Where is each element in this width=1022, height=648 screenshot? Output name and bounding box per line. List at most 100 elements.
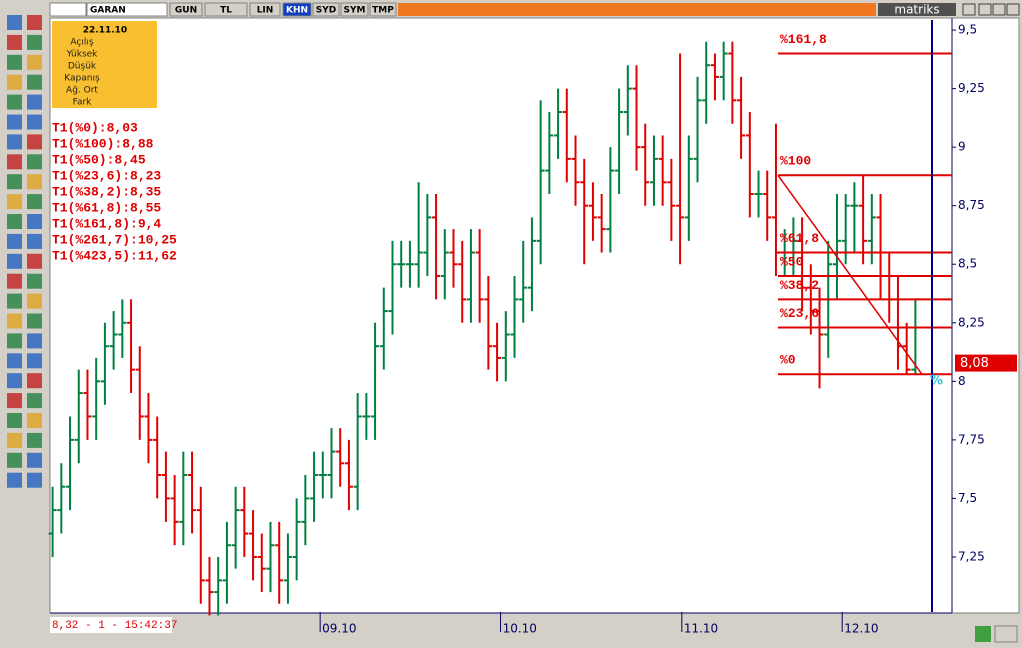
tool-button[interactable]: [27, 472, 42, 488]
tool-button[interactable]: [27, 34, 42, 50]
tool-button[interactable]: [27, 393, 42, 409]
toolbar-fill: [398, 3, 876, 16]
toolbar-button-label: SYD: [316, 6, 336, 16]
tool-button[interactable]: [7, 154, 22, 170]
toolbar-button[interactable]: [249, 2, 281, 17]
tool-button[interactable]: [7, 74, 22, 90]
fib-label: %0: [780, 353, 796, 368]
tool-button[interactable]: [27, 15, 42, 30]
tool-button[interactable]: [7, 393, 22, 409]
tool-button[interactable]: [7, 373, 22, 389]
toolbar-button[interactable]: [340, 2, 369, 17]
info-field: Kapanış: [64, 74, 100, 84]
logo-bg: [878, 3, 956, 16]
status-box: [50, 617, 172, 633]
tool-button[interactable]: [7, 134, 22, 150]
tool-button[interactable]: [27, 273, 42, 289]
tool-button[interactable]: [7, 293, 22, 309]
fib-list-item: T1(%50):8,45: [52, 152, 146, 167]
fib-label: %161,8: [780, 32, 827, 47]
symbol-icon[interactable]: [49, 2, 87, 17]
tool-button[interactable]: [7, 273, 22, 289]
fib-list-item: T1(%161,8):9,4: [52, 216, 161, 231]
tool-button[interactable]: [27, 174, 42, 190]
tool-button[interactable]: [7, 34, 22, 50]
tool-button[interactable]: [27, 413, 42, 428]
y-tick-label: 9: [958, 140, 966, 154]
tool-button[interactable]: [7, 333, 22, 349]
fib-label: %23,6: [780, 306, 819, 321]
tool-button[interactable]: [7, 54, 22, 70]
tool-button[interactable]: [27, 154, 42, 170]
info-field: Açılış: [70, 38, 93, 48]
toolbar-button-label: KHN: [286, 6, 308, 16]
fib-list-item: T1(%61,8):8,55: [52, 200, 161, 215]
tool-button[interactable]: [7, 114, 22, 130]
tool-button[interactable]: [7, 432, 22, 448]
fib-list-item: T1(%423,5):11,62: [52, 248, 177, 263]
x-tick-label: 09.10: [322, 622, 356, 636]
tool-button[interactable]: [27, 114, 42, 130]
info-date: 22.11.10: [83, 26, 127, 36]
tool-button[interactable]: [27, 233, 42, 249]
x-tick-label: 12.10: [844, 622, 878, 636]
tool-button[interactable]: [27, 432, 42, 448]
tool-button[interactable]: [27, 313, 42, 329]
tool-button[interactable]: [27, 194, 42, 210]
info-fields: Açılış Yüksek Düşük Kapanış Ağ. Ort Fark: [64, 38, 100, 108]
maximize-button[interactable]: [992, 3, 1006, 16]
toolbar-button[interactable]: [369, 2, 397, 17]
fib-label: %61,8: [780, 231, 819, 246]
y-tick-label: 7,5: [958, 491, 977, 505]
tool-button[interactable]: [27, 134, 42, 150]
tool-button[interactable]: [7, 194, 22, 210]
tool-button[interactable]: [7, 214, 22, 229]
info-field: Fark: [73, 98, 93, 108]
info-field: Yüksek: [66, 50, 99, 60]
scroll-button[interactable]: [994, 625, 1018, 643]
tool-button[interactable]: [27, 253, 42, 269]
toolbar-button[interactable]: [312, 2, 340, 17]
tool-button[interactable]: [27, 74, 42, 90]
tool-palette: [7, 15, 42, 488]
plot: 9,5 9,25 9 8,75 8,5 8,25 8 7,75 7,5 7,25 09.10 10.1…: [48, 20, 1017, 636]
tool-button[interactable]: [7, 233, 22, 249]
tool-button[interactable]: [7, 313, 22, 329]
tool-button[interactable]: [27, 94, 42, 110]
restore-button[interactable]: [978, 3, 992, 16]
tool-button[interactable]: [27, 333, 42, 349]
tool-button[interactable]: [27, 373, 42, 389]
refresh-button[interactable]: [975, 626, 991, 642]
tool-button[interactable]: [7, 94, 22, 110]
tool-button[interactable]: [27, 214, 42, 229]
tool-button[interactable]: [7, 472, 22, 488]
tool-button[interactable]: [27, 353, 42, 369]
tool-button[interactable]: [27, 54, 42, 70]
fib-list-item: T1(%100):8,88: [52, 136, 154, 151]
close-button[interactable]: [1006, 3, 1020, 16]
tool-button[interactable]: [7, 353, 22, 369]
toolbar-button-label: GUN: [175, 6, 197, 16]
tool-button[interactable]: [7, 452, 22, 468]
info-panel: [52, 21, 157, 108]
symbol-field[interactable]: [86, 2, 168, 17]
toolbar-button[interactable]: [169, 2, 203, 17]
toolbar-button[interactable]: [204, 2, 248, 17]
fib-list-item: T1(%261,7):10,25: [52, 232, 177, 247]
tool-button[interactable]: [7, 15, 22, 30]
y-tick-label: 8,5: [958, 257, 977, 271]
tool-button[interactable]: [27, 452, 42, 468]
y-tick-label: 8: [958, 374, 966, 388]
last-price-box: [955, 354, 1017, 372]
symbol: GARAN: [90, 6, 126, 16]
toolbar-button[interactable]: [282, 2, 312, 17]
tool-button[interactable]: [27, 293, 42, 309]
info-field: Düşük: [68, 62, 97, 72]
tool-button[interactable]: [7, 253, 22, 269]
toolbar-button-label: TL: [220, 6, 232, 16]
status-text: 8,32 - 1 - 15:42:37: [52, 620, 177, 632]
tool-button[interactable]: [7, 174, 22, 190]
minimize-button[interactable]: [962, 3, 976, 16]
tool-button[interactable]: [7, 413, 22, 428]
